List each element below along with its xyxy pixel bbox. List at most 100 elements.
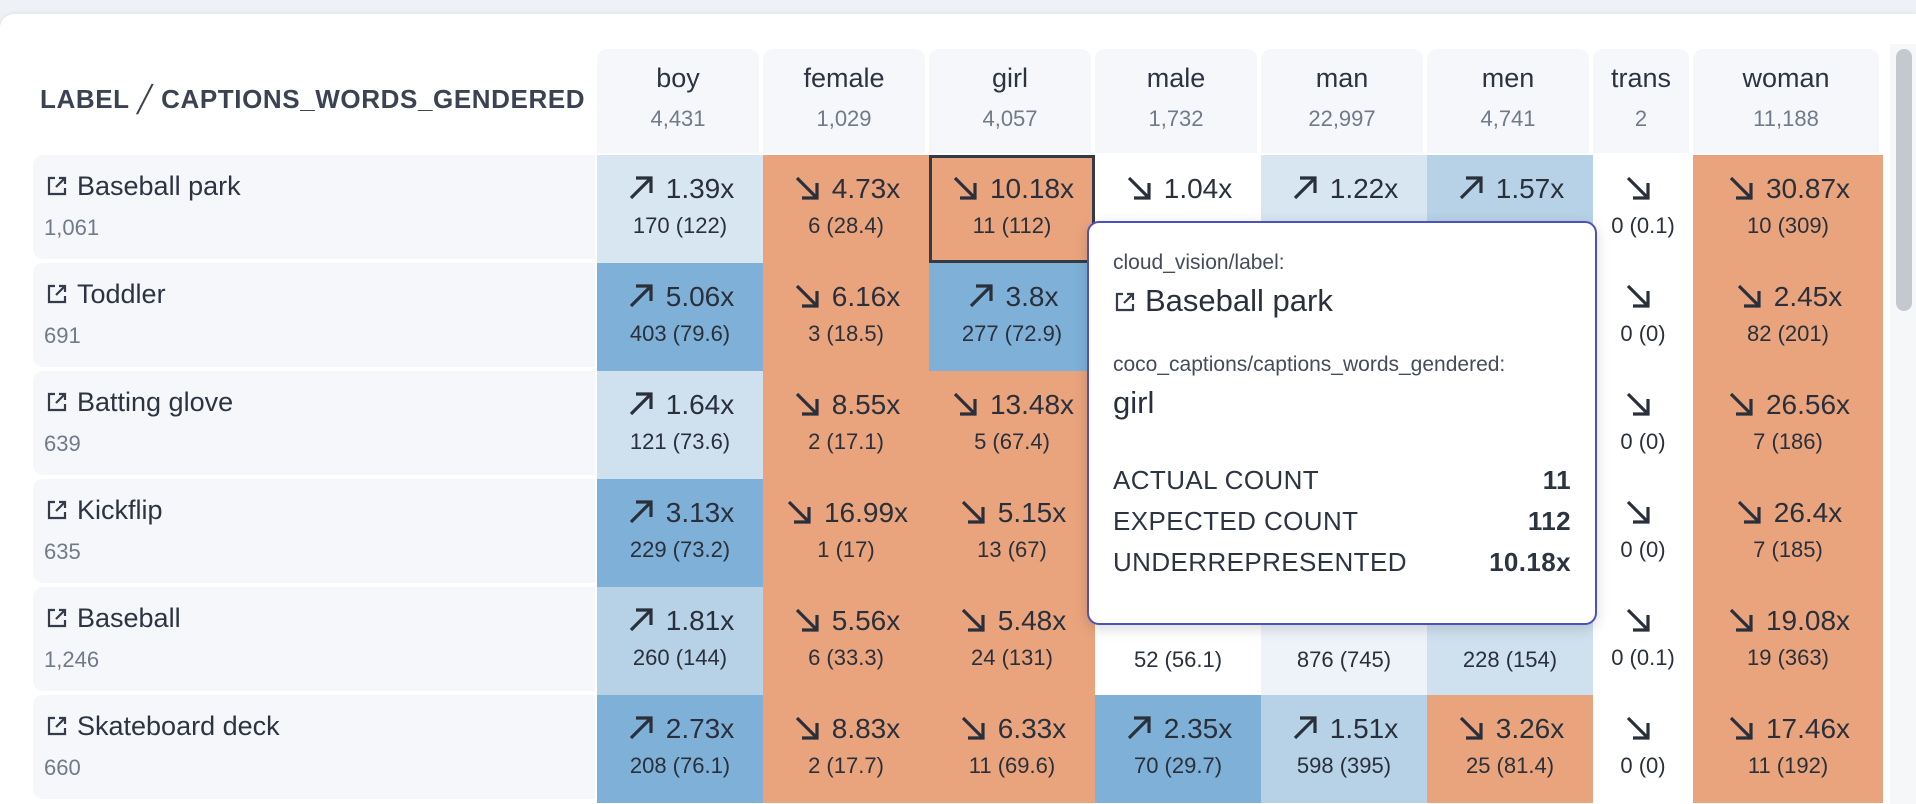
vertical-scrollbar-thumb[interactable] <box>1896 49 1912 311</box>
cell-ratio: 5.56x <box>763 605 929 637</box>
row-label[interactable]: Batting glove 639 <box>33 371 595 475</box>
matrix-cell[interactable]: 0 (0.1) <box>1593 155 1693 263</box>
column-header[interactable]: male 1,732 <box>1095 49 1257 153</box>
cell-counts: 228 (154) <box>1462 647 1558 672</box>
cell-counts: 25 (81.4) <box>1465 753 1555 778</box>
cell-ratio: 2.73x <box>597 713 763 745</box>
matrix-cell[interactable]: 16.99x 1 (17) <box>763 479 929 587</box>
matrix-cell[interactable]: 26.4x 7 (185) <box>1693 479 1883 587</box>
matrix-cell[interactable]: 5.15x 13 (67) <box>929 479 1095 587</box>
column-header[interactable]: female 1,029 <box>763 49 925 153</box>
matrix-cell[interactable]: 0 (0.1) <box>1593 587 1693 695</box>
matrix-cell[interactable]: 3.8x 277 (72.9) <box>929 263 1095 371</box>
arrow-down-right-icon <box>795 284 819 308</box>
column-header[interactable]: girl 4,057 <box>929 49 1091 153</box>
column-count: 4,741 <box>1480 106 1536 131</box>
matrix-cell[interactable]: 10.18x 11 (112) <box>929 155 1095 263</box>
matrix-cell[interactable]: 3.13x 229 (73.2) <box>597 479 763 587</box>
matrix-cell[interactable]: 1.64x 121 (73.6) <box>597 371 763 479</box>
arrow-down-right-icon <box>795 608 819 632</box>
matrix-cell[interactable]: 19.08x 19 (363) <box>1693 587 1883 695</box>
arrow-down-right-icon <box>1127 176 1151 200</box>
cell-ratio: 26.4x <box>1693 497 1883 529</box>
cell-counts: 121 (73.6) <box>629 429 731 454</box>
column-header[interactable]: boy 4,431 <box>597 49 759 153</box>
column-header[interactable]: woman 11,188 <box>1693 49 1879 153</box>
row-label[interactable]: Baseball park 1,061 <box>33 155 595 259</box>
matrix-cell[interactable]: 0 (0) <box>1593 479 1693 587</box>
matrix-cell[interactable]: 6.33x 11 (69.6) <box>929 695 1095 803</box>
cell-counts: 2 (17.1) <box>808 429 884 454</box>
matrix-cell[interactable]: 0 (0) <box>1593 263 1693 371</box>
matrix-cell[interactable]: 0 (0) <box>1593 371 1693 479</box>
cell-ratio: 2.35x <box>1095 713 1261 745</box>
row-title[interactable]: Toddler <box>45 279 166 310</box>
matrix-cell[interactable]: 8.83x 2 (17.7) <box>763 695 929 803</box>
column-count: 22,997 <box>1308 106 1376 131</box>
column-count: 1,029 <box>816 106 872 131</box>
arrow-up-right-icon <box>1459 176 1483 200</box>
matrix-cell[interactable]: 5.56x 6 (33.3) <box>763 587 929 695</box>
cell-counts: 277 (72.9) <box>961 321 1063 346</box>
arrow-up-right-icon <box>629 392 653 416</box>
matrix-cell[interactable]: 26.56x 7 (186) <box>1693 371 1883 479</box>
matrix-cell[interactable]: 6.16x 3 (18.5) <box>763 263 929 371</box>
arrow-up-right-icon <box>629 608 653 632</box>
arrow-up-right-icon <box>1127 716 1151 740</box>
row-title[interactable]: Kickflip <box>45 495 163 526</box>
row-title[interactable]: Baseball <box>45 603 181 634</box>
column-count: 4,431 <box>650 106 706 131</box>
matrix-cell[interactable]: 4.73x 6 (28.4) <box>763 155 929 263</box>
cell-counts: 260 (144) <box>632 645 728 670</box>
matrix-cell[interactable]: 1.51x 598 (395) <box>1261 695 1427 803</box>
arrow-down-right-icon <box>1626 284 1650 308</box>
row-label[interactable]: Skateboard deck 660 <box>33 695 595 799</box>
column-name: man <box>1315 63 1369 93</box>
arrow-down-right-icon <box>795 716 819 740</box>
matrix-axis-header: LABEL ╱ CAPTIONS_WORDS_GENDERED <box>40 84 586 114</box>
matrix-cell[interactable]: 1.39x 170 (122) <box>597 155 763 263</box>
cell-ratio: 1.39x <box>597 173 763 205</box>
row-title[interactable]: Skateboard deck <box>45 711 280 742</box>
cell-counts: 0 (0.1) <box>1611 213 1675 238</box>
matrix-cell[interactable]: 8.55x 2 (17.1) <box>763 371 929 479</box>
matrix-cell[interactable]: 5.06x 403 (79.6) <box>597 263 763 371</box>
cell-counts: 876 (745) <box>1296 647 1392 672</box>
arrow-down-right-icon <box>1729 716 1753 740</box>
cell-ratio: 6.16x <box>763 281 929 313</box>
cell-counts: 13 (67) <box>977 537 1047 562</box>
cell-ratio: 26.56x <box>1693 389 1883 421</box>
arrow-down-right-icon <box>1459 716 1483 740</box>
matrix-cell[interactable]: 2.45x 82 (201) <box>1693 263 1883 371</box>
matrix-cell[interactable]: 5.48x 24 (131) <box>929 587 1095 695</box>
matrix-cell[interactable]: 3.26x 25 (81.4) <box>1427 695 1593 803</box>
matrix-cell[interactable]: 2.73x 208 (76.1) <box>597 695 763 803</box>
matrix-cell[interactable]: 0 (0) <box>1593 695 1693 803</box>
arrow-down-right-icon <box>1626 608 1650 632</box>
row-title[interactable]: Batting glove <box>45 387 233 418</box>
arrow-up-right-icon <box>629 500 653 524</box>
column-name: girl <box>991 63 1028 93</box>
matrix-cell[interactable]: 1.81x 260 (144) <box>597 587 763 695</box>
cell-counts: 70 (29.7) <box>1133 753 1223 778</box>
matrix-cell[interactable]: 17.46x 11 (192) <box>1693 695 1883 803</box>
cell-counts: 11 (69.6) <box>968 753 1056 778</box>
column-header[interactable]: trans 2 <box>1593 49 1689 153</box>
arrow-down-right-icon <box>1626 392 1650 416</box>
external-link-icon <box>47 176 67 196</box>
row-label[interactable]: Toddler 691 <box>33 263 595 367</box>
cell-counts: 0 (0.1) <box>1611 645 1675 670</box>
column-header[interactable]: men 4,741 <box>1427 49 1589 153</box>
cell-counts: 6 (28.4) <box>808 213 884 238</box>
column-header[interactable]: man 22,997 <box>1261 49 1423 153</box>
matrix-cell[interactable]: 30.87x 10 (309) <box>1693 155 1883 263</box>
matrix-cell[interactable]: 2.35x 70 (29.7) <box>1095 695 1261 803</box>
row-title[interactable]: Baseball park <box>45 171 241 202</box>
tooltip-actual-count: ACTUAL COUNT 11 <box>1113 465 1571 495</box>
cell-ratio: 4.73x <box>763 173 929 205</box>
row-label[interactable]: Kickflip 635 <box>33 479 595 583</box>
matrix-cell[interactable]: 13.48x 5 (67.4) <box>929 371 1095 479</box>
arrow-down-right-icon <box>1737 500 1761 524</box>
cell-ratio: 10.18x <box>929 173 1095 205</box>
row-label[interactable]: Baseball 1,246 <box>33 587 595 691</box>
